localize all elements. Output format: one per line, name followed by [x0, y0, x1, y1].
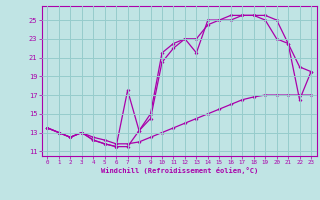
X-axis label: Windchill (Refroidissement éolien,°C): Windchill (Refroidissement éolien,°C)	[100, 167, 258, 174]
